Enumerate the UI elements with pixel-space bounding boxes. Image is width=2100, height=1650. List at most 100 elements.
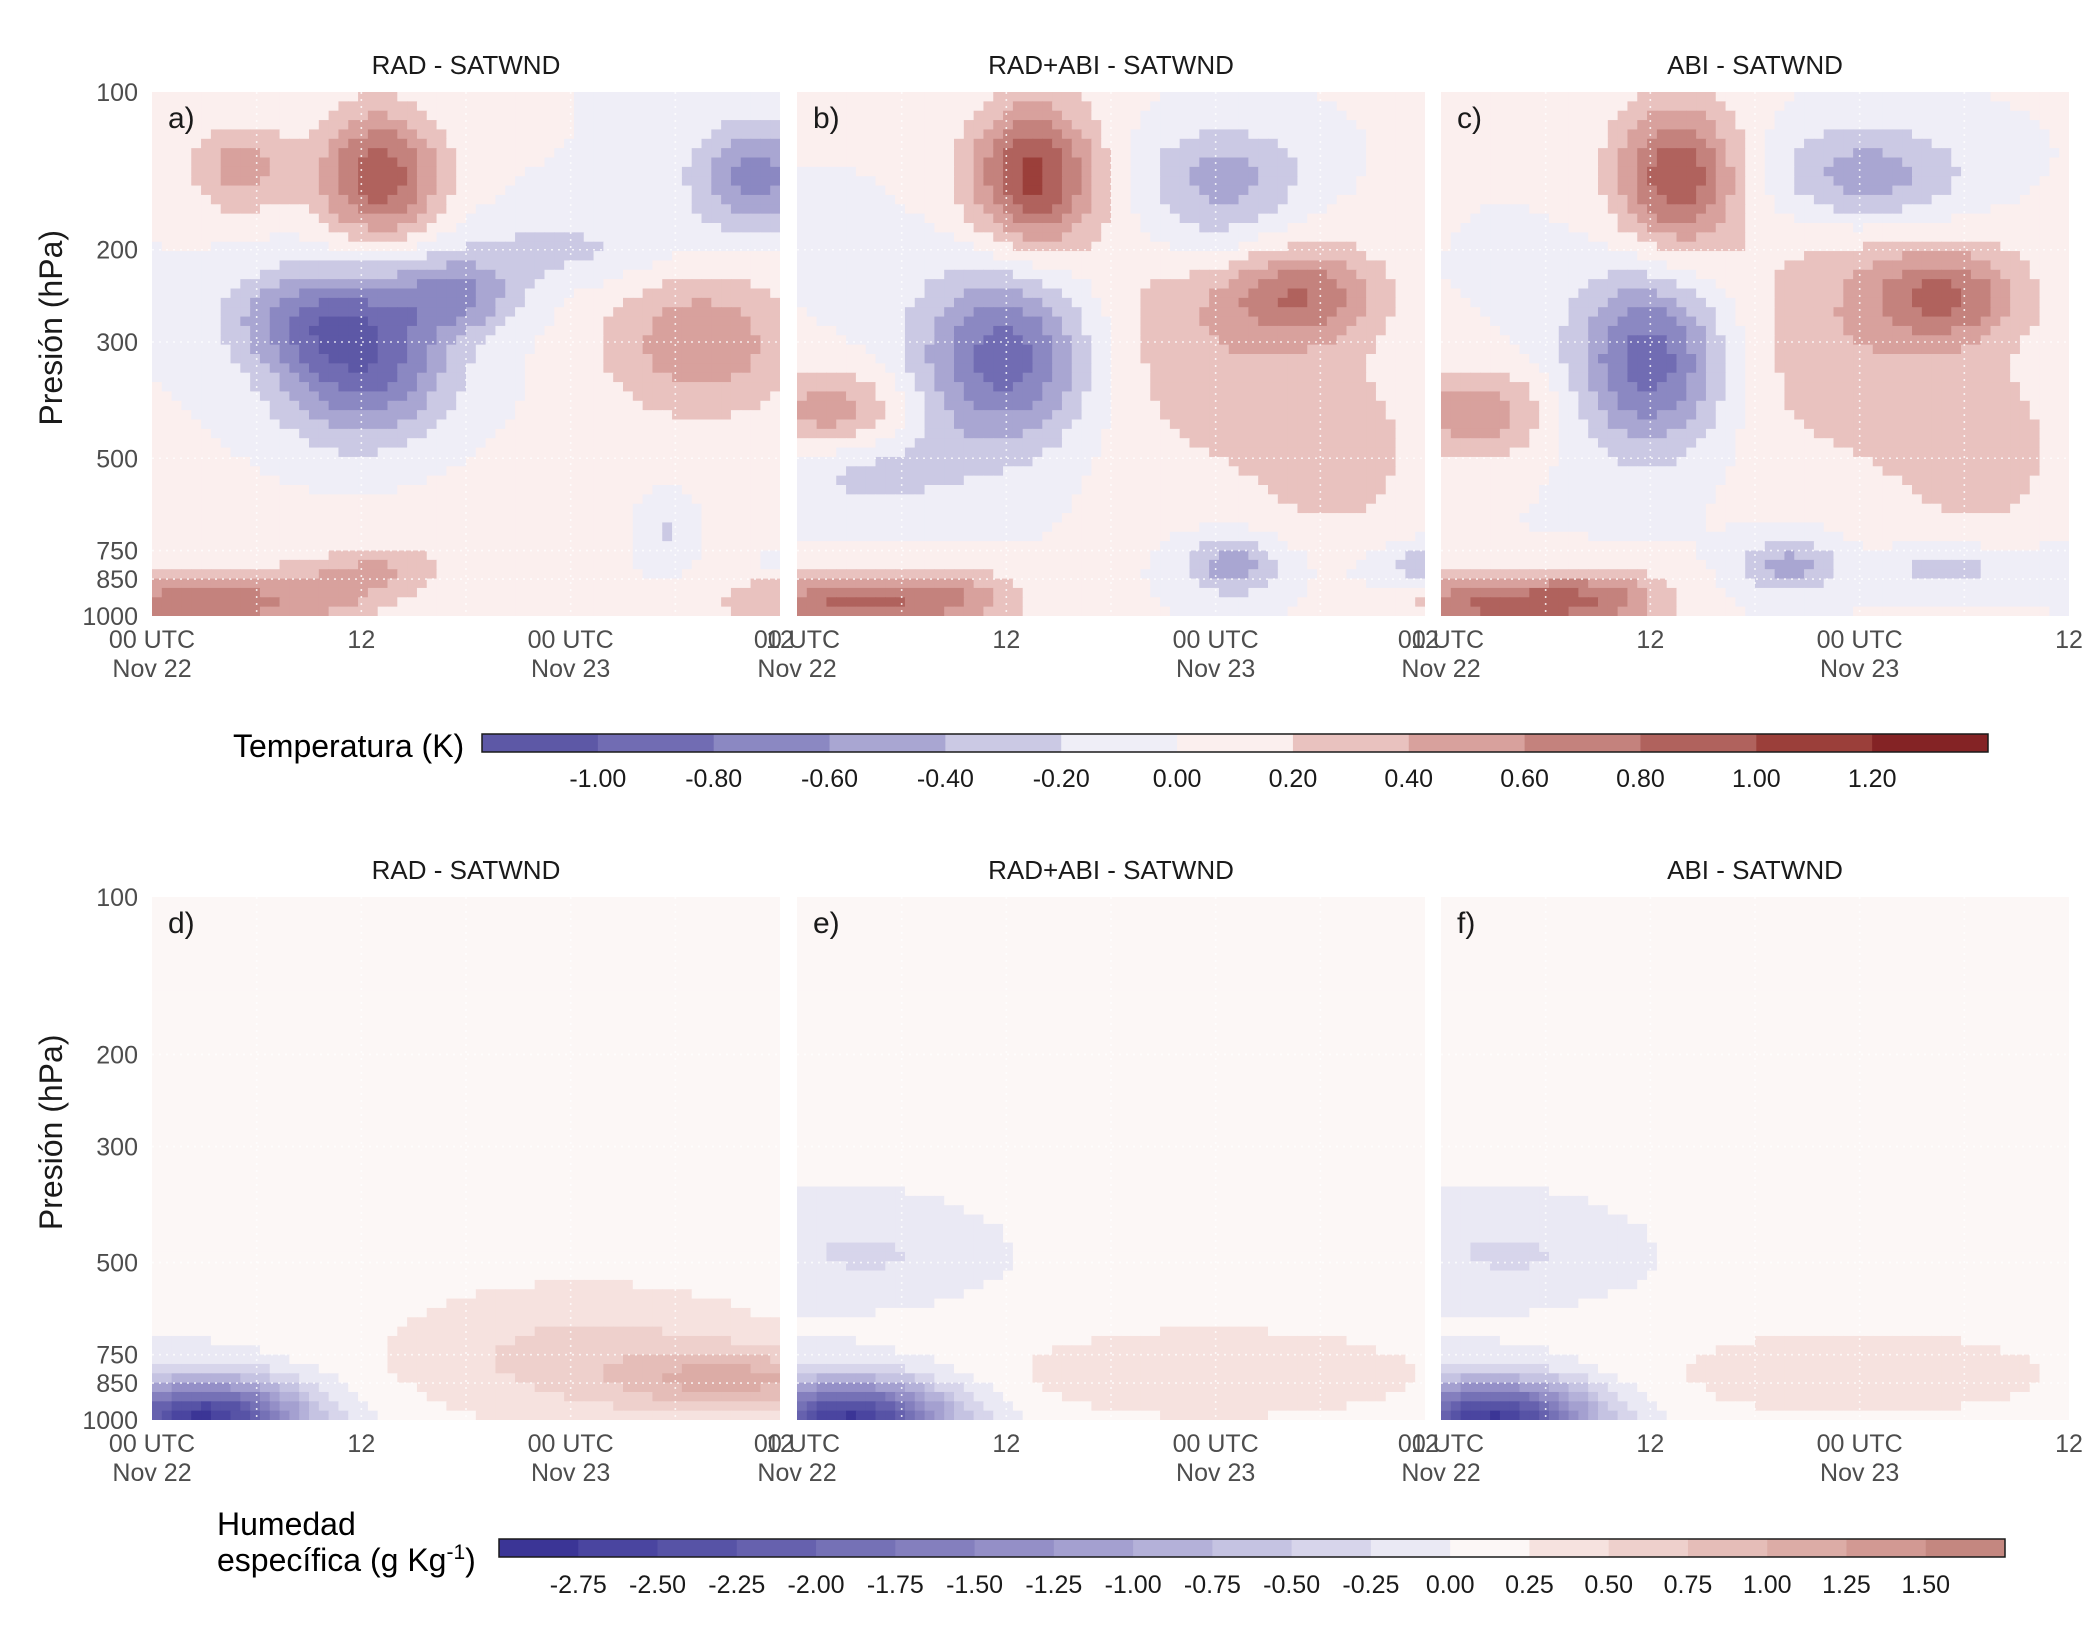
heatmap-cell [289,428,300,439]
heatmap-cell [730,307,742,318]
heatmap-cell [269,241,281,252]
heatmap-cell [806,120,818,131]
heatmap-cell [1218,204,1230,215]
heatmap-cell [711,485,722,495]
heatmap-cell [524,316,536,327]
heatmap-cell [662,550,673,561]
heatmap-cell [515,185,526,196]
heatmap-cell [760,269,771,280]
heatmap-cell [1111,213,1122,224]
heatmap-cell [1199,185,1210,196]
heatmap-cell [797,213,808,224]
heatmap-cell [1385,194,1397,205]
heatmap-cell [652,223,663,233]
heatmap-cell [171,503,183,514]
heatmap-cell [1091,279,1102,290]
heatmap-cell [269,251,281,262]
heatmap-cell [652,475,663,486]
heatmap-cell [1297,110,1308,121]
heatmap-cell [691,166,703,177]
heatmap-cell [711,597,722,608]
heatmap-cell [573,335,585,346]
heatmap-cell [993,166,1004,177]
heatmap-cell [1356,185,1367,196]
heatmap-cell [495,288,506,299]
heatmap-cell [259,578,271,589]
heatmap-cell [1071,204,1083,215]
heatmap-cell [416,475,428,486]
heatmap-cell [750,251,761,262]
heatmap-cell [613,587,624,598]
heatmap-cell [573,325,585,336]
heatmap-cell [573,494,585,505]
heatmap-cell [603,288,614,299]
heatmap-cell [259,176,271,187]
heatmap-cell [161,166,173,177]
heatmap-cell [485,410,497,421]
heatmap-cell [485,307,497,318]
heatmap-cell [721,578,732,589]
heatmap-cell [524,344,536,355]
heatmap-cell [691,316,703,327]
heatmap-cell [1130,185,1142,196]
heatmap-cell [387,531,398,542]
heatmap-cell [524,241,536,252]
heatmap-cell [387,251,398,262]
heatmap-cell [524,269,536,280]
heatmap-cell [416,316,428,327]
heatmap-cell [846,166,857,177]
heatmap-cell [309,185,320,196]
heatmap-cell [279,550,290,561]
heatmap-cell [701,260,712,271]
heatmap-cell [593,194,604,205]
heatmap-cell [220,92,232,102]
heatmap-cell [338,597,349,608]
heatmap-cell [534,428,546,439]
heatmap-cell [544,419,555,430]
heatmap-cell [1336,223,1348,233]
heatmap-cell [534,157,546,168]
heatmap-cell [672,166,683,177]
heatmap-cell [240,410,251,421]
heatmap-cell [983,213,994,224]
heatmap-cell [338,587,349,598]
heatmap-cell [1307,204,1318,215]
heatmap-cell [367,428,379,439]
heatmap-cell [289,138,300,149]
heatmap-cell [1061,269,1073,280]
heatmap-cell [436,597,447,608]
heatmap-cell [161,185,173,196]
heatmap-cell [681,251,693,262]
heatmap-cell [672,419,683,430]
heatmap-cell [954,288,965,299]
heatmap-cell [1032,279,1043,290]
heatmap-cell [534,410,546,421]
heatmap-cell [397,531,408,542]
heatmap-cell [152,569,163,580]
heatmap-cell [1248,101,1259,112]
heatmap-cell [1297,279,1308,290]
heatmap-cell [416,120,428,131]
heatmap-cell [309,438,320,449]
heatmap-cell [1189,223,1200,233]
heatmap-cell [338,363,349,374]
heatmap-cell [416,279,428,290]
heatmap-cell [407,587,418,598]
heatmap-cell [397,279,408,290]
heatmap-cell [642,101,654,112]
heatmap-cell [573,157,585,168]
heatmap-cell [993,279,1004,290]
heatmap-cell [191,428,202,439]
heatmap-cell [662,485,673,495]
heatmap-cell [623,456,634,467]
heatmap-cell [289,269,300,280]
heatmap-cell [691,363,703,374]
heatmap-cell [1101,204,1112,215]
heatmap-cell [885,129,896,140]
heatmap-cell [367,578,379,589]
heatmap-cell [1375,251,1387,262]
heatmap-cell [338,541,349,552]
heatmap-cell [806,260,818,271]
heatmap-cell [963,194,975,205]
heatmap-cell [152,148,163,159]
